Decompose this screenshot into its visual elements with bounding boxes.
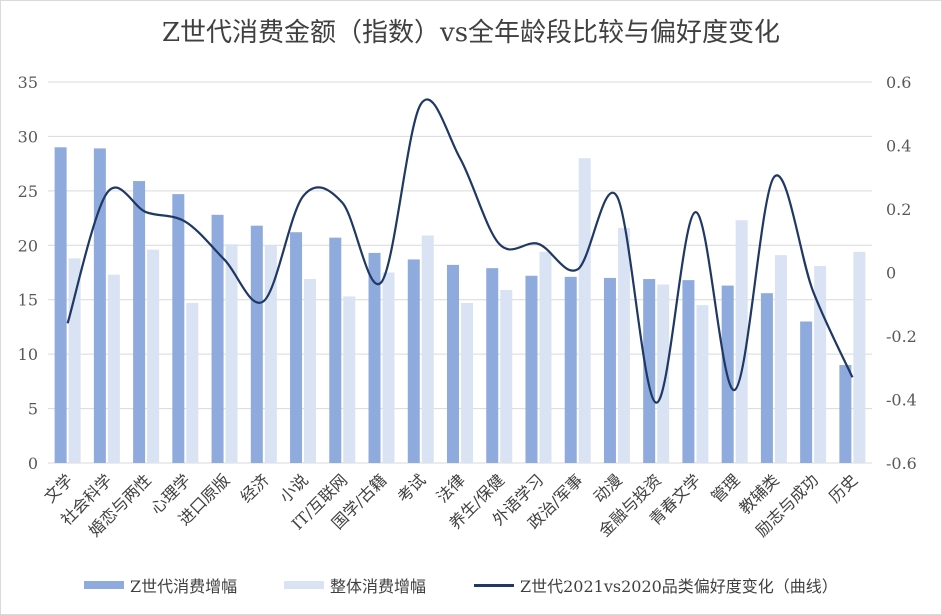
bar-overall (735, 220, 748, 463)
bar-z-generation (525, 275, 538, 463)
bar-z-generation (407, 259, 420, 463)
bar-z-generation (172, 194, 185, 463)
preference-change-line (66, 98, 854, 404)
bar-z-generation (564, 276, 577, 463)
bar-overall (421, 235, 434, 463)
chart-title: Z世代消费金额（指数）vs全年龄段比较与偏好度变化 (161, 18, 781, 48)
left-axis-tick-label: 30 (18, 127, 38, 146)
legend-label: 整体消费增幅 (330, 577, 427, 596)
bar-z-generation (603, 277, 616, 463)
bar-z-generation (760, 293, 773, 463)
bar-z-generation (643, 279, 656, 463)
legend-label: Z世代消费增幅 (130, 577, 238, 596)
legend-item-line: Z世代2021vs2020品类偏好度变化（曲线） (474, 570, 838, 600)
bar-overall (539, 251, 552, 463)
right-axis-tick-label: 0 (886, 264, 896, 283)
category-label: 经济 (237, 470, 273, 506)
bar-overall (657, 284, 670, 463)
bar-overall (107, 274, 120, 463)
bar-z-generation (800, 321, 813, 463)
right-axis-tick-label: 0.4 (886, 137, 911, 156)
bar-overall (617, 227, 630, 463)
bar-z-generation (447, 264, 459, 463)
bar-overall (304, 279, 317, 463)
bar-overall (578, 158, 591, 463)
left-axis-tick-label: 20 (18, 236, 38, 255)
legend-swatch (284, 581, 324, 589)
bar-overall (814, 265, 827, 463)
bar-z-generation (290, 232, 303, 463)
bar-z-generation (93, 148, 106, 463)
legend-swatch (474, 583, 514, 587)
right-axis-tick-label: 0.2 (886, 200, 911, 219)
left-axis-tick-label: 10 (18, 345, 38, 364)
bar-z-generation (211, 214, 224, 463)
category-label: 历史 (825, 470, 861, 506)
legend-item-z-bar: Z世代消费增幅 (84, 570, 237, 600)
bar-overall (186, 302, 199, 463)
bar-overall (774, 255, 787, 463)
right-axis-tick-label: -0.6 (886, 454, 917, 473)
right-axis-tick-label: -0.2 (886, 327, 917, 346)
bar-z-generation (133, 181, 146, 463)
bar-overall (264, 245, 277, 463)
legend-label: Z世代2021vs2020品类偏好度变化（曲线） (520, 577, 838, 596)
bar-overall (147, 249, 160, 463)
right-axis-tick-label: 0.6 (886, 73, 911, 92)
bar-overall (68, 258, 81, 463)
left-axis-tick-label: 25 (18, 182, 38, 201)
left-axis-tick-label: 5 (28, 400, 38, 419)
bar-z-generation (486, 268, 499, 463)
chart-legend: Z世代消费增幅 整体消费增幅 Z世代2021vs2020品类偏好度变化（曲线） (0, 570, 942, 600)
left-axis-tick-label: 0 (28, 454, 38, 473)
bar-overall (225, 244, 238, 463)
bar-overall (500, 289, 513, 463)
left-axis-tick-label: 35 (18, 73, 38, 92)
bar-z-generation (329, 237, 342, 463)
bar-overall (853, 251, 866, 463)
right-axis-tick-label: -0.4 (886, 391, 917, 410)
bar-overall (382, 272, 395, 463)
bar-overall (343, 296, 356, 463)
bar-z-generation (682, 280, 695, 463)
bar-z-generation (54, 147, 67, 464)
left-axis-tick-label: 15 (18, 291, 38, 310)
bar-overall (461, 302, 473, 463)
legend-item-all-bar: 整体消费增幅 (284, 570, 426, 600)
bar-overall (696, 305, 709, 463)
bar-z-generation (368, 252, 381, 463)
bar-z-generation (839, 365, 852, 463)
bar-z-generation (250, 225, 263, 463)
legend-swatch (84, 581, 124, 589)
category-label: 考试 (394, 470, 430, 506)
